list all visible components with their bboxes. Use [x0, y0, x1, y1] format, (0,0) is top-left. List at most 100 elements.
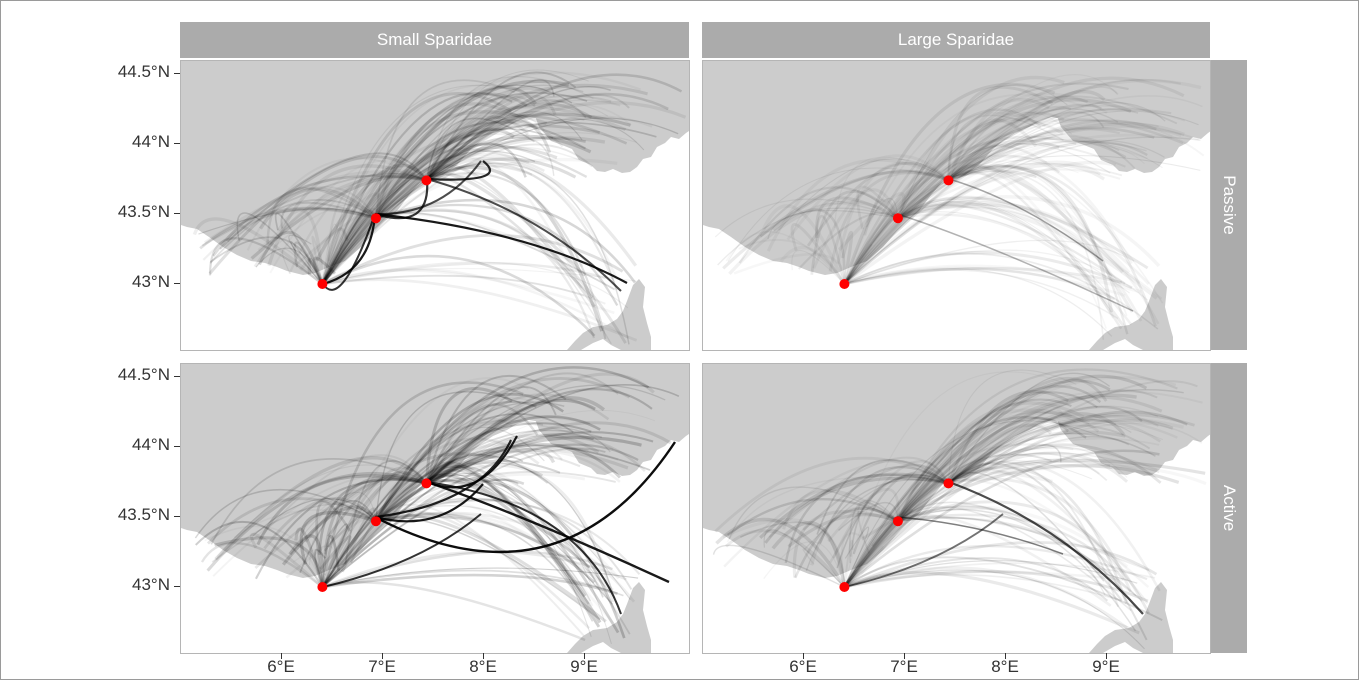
island-area — [1089, 279, 1173, 350]
dispersal-path — [208, 237, 324, 285]
map-canvas — [181, 61, 689, 350]
dispersal-path — [425, 79, 555, 181]
dispersal-path — [947, 372, 1111, 484]
dispersal-path — [425, 114, 628, 181]
y-tick-label-43: 43°N — [132, 272, 170, 291]
dispersal-path — [947, 164, 1129, 335]
dispersal-path — [843, 430, 1126, 588]
strong-dispersal-path — [322, 213, 377, 286]
dispersal-path — [425, 165, 604, 332]
dispersal-path — [320, 152, 530, 285]
dispersal-path — [254, 478, 427, 580]
dispersal-path — [727, 167, 949, 262]
dispersal-path — [843, 526, 870, 588]
dispersal-path — [947, 419, 1161, 485]
dispersal-path — [425, 464, 601, 628]
dispersal-path — [322, 261, 629, 309]
dispersal-path — [897, 200, 1125, 327]
dispersal-path — [947, 390, 1069, 484]
dispersal-path — [321, 92, 588, 285]
dispersal-path — [843, 104, 1185, 285]
dispersal-path — [375, 517, 601, 621]
dispersal-path — [843, 128, 1120, 285]
strong-dispersal-path — [896, 516, 1064, 555]
dispersal-paths — [712, 368, 1206, 650]
dispersal-path — [425, 473, 591, 569]
map-panel-small-active — [180, 363, 690, 654]
dispersal-path — [896, 78, 1202, 220]
dispersal-path — [778, 158, 949, 231]
dispersal-path — [375, 513, 594, 622]
dispersal-path — [199, 206, 377, 250]
dispersal-path — [426, 472, 612, 644]
map-canvas — [703, 61, 1210, 350]
dispersal-path — [322, 267, 637, 285]
x-tick — [382, 653, 383, 659]
dispersal-path — [425, 460, 621, 580]
dispersal-path — [254, 474, 428, 569]
dispersal-path — [726, 497, 899, 537]
island-area — [1089, 582, 1173, 653]
land-area — [703, 364, 1210, 578]
dispersal-path — [843, 118, 1064, 285]
dispersal-path — [321, 145, 558, 285]
dispersal-path — [843, 163, 1106, 286]
dispersal-path — [728, 486, 899, 540]
dispersal-path — [792, 510, 899, 578]
dispersal-path — [897, 204, 1158, 300]
dispersal-path — [843, 449, 1160, 588]
dispersal-path — [425, 435, 646, 485]
release-site-marker — [943, 478, 954, 489]
dispersal-path — [815, 196, 899, 239]
dispersal-path — [425, 478, 602, 624]
dispersal-path — [728, 200, 899, 276]
facet-label-large-sparidae: Large Sparidae — [897, 30, 1015, 49]
dispersal-path — [897, 513, 1112, 607]
map-panel-large-passive — [702, 60, 1211, 351]
dispersal-path — [321, 450, 581, 588]
dispersal-path — [897, 452, 1160, 522]
dispersal-path — [290, 240, 323, 285]
dispersal-path — [843, 119, 1157, 285]
dispersal-path — [843, 395, 1163, 588]
dispersal-path — [294, 477, 428, 551]
dispersal-path — [843, 108, 1119, 285]
dispersal-path — [763, 541, 846, 588]
dispersal-path — [844, 239, 1135, 285]
dispersal-path — [425, 71, 577, 181]
dispersal-path — [843, 541, 1158, 589]
dispersal-path — [281, 248, 323, 285]
dispersal-path — [897, 78, 1181, 219]
dispersal-path — [838, 502, 899, 532]
dispersal-path — [947, 467, 1149, 605]
dispersal-path — [288, 170, 427, 275]
dispersal-path — [192, 217, 324, 286]
dispersal-path — [947, 458, 1206, 485]
dispersal-path — [219, 152, 428, 250]
dispersal-path — [324, 466, 428, 576]
dispersal-path — [897, 505, 1123, 601]
dispersal-path — [843, 126, 1155, 285]
dispersal-path — [947, 369, 1077, 484]
map-canvas — [703, 364, 1210, 653]
dispersal-path — [850, 476, 949, 557]
dispersal-path — [210, 458, 427, 545]
dispersal-path — [897, 206, 1113, 277]
dispersal-path — [208, 155, 428, 275]
x-tick-label-9: 9°E — [1092, 657, 1120, 676]
dispersal-path — [321, 92, 512, 285]
dispersal-path — [321, 84, 517, 285]
dispersal-path — [374, 83, 648, 220]
x-tick — [281, 653, 282, 659]
dispersal-path — [374, 86, 551, 220]
dispersal-path — [842, 98, 1132, 285]
dispersal-path — [794, 507, 899, 579]
dispersal-path — [897, 203, 1160, 325]
land-area — [181, 364, 689, 578]
dispersal-path — [843, 119, 1159, 285]
dispersal-path — [759, 472, 949, 539]
dispersal-path — [947, 142, 1126, 182]
dispersal-path — [947, 164, 1128, 317]
dispersal-path — [897, 202, 1143, 322]
release-site-marker — [317, 582, 328, 592]
